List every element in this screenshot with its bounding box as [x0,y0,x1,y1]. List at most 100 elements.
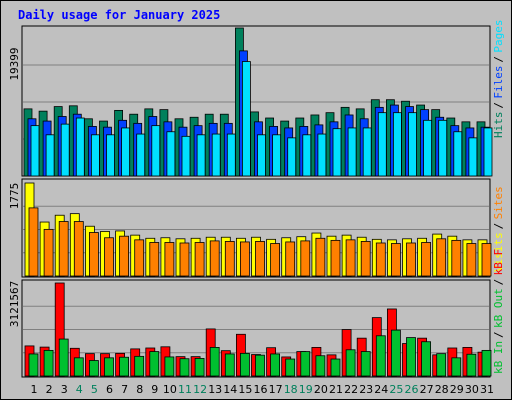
bar-pages-day-3 [60,123,70,177]
bar-kb-in-day-30 [466,353,477,377]
legend-pages: Pages [492,19,505,52]
bar-pages-day-22 [347,127,357,177]
bar-sites-day-1 [28,207,39,277]
bar-pages-day-15 [241,61,251,177]
x-tick-label: 16 [254,383,268,396]
x-tick-label: 11 [178,383,192,396]
bar-sites-day-29 [451,239,462,277]
bar-sites-day-25 [390,243,401,277]
legend-separator: / [492,279,505,286]
bar-kb-in-day-29 [451,357,462,377]
bar-pages-day-14 [226,133,236,177]
x-tick-label: 9 [151,383,158,396]
bar-kb-in-day-9 [149,351,160,377]
bar-sites-day-15 [239,241,250,277]
bar-pages-day-7 [121,127,130,177]
bar-kb-in-day-20 [315,355,326,377]
y-max-label-visits: 1775 [8,183,21,210]
bar-sites-day-16 [255,241,265,277]
x-tick-label: 5 [91,383,98,396]
bar-kb-in-day-23 [360,351,371,377]
y-max-label-kb: 3121567 [8,281,21,327]
x-tick-label: 27 [420,383,434,396]
bar-pages-day-8 [136,133,146,177]
x-tick-label: 13 [208,383,222,396]
bar-kb-in-day-3 [58,338,69,377]
bar-kb-in-day-19 [300,351,311,377]
chart-title: Daily usage for January 2025 [18,8,221,22]
x-tick-label: 30 [465,383,479,396]
x-tick-label: 12 [193,383,207,396]
x-tick-label: 4 [76,383,83,396]
bar-kb-in-day-18 [285,358,296,377]
bar-kb-in-day-8 [134,355,145,377]
bar-kb-in-day-11 [179,358,190,377]
legend-sites: Sites [492,186,505,219]
x-tick-label: 19 [299,383,313,396]
bar-pages-day-27 [423,119,433,177]
bar-sites-day-10 [164,242,175,277]
bar-sites-day-8 [134,239,145,277]
x-tick-label: 22 [344,383,358,396]
legend-separator: / [492,102,505,109]
bar-kb-in-day-15 [239,352,250,377]
x-tick-label: 15 [238,383,252,396]
bar-sites-day-14 [224,241,235,277]
bar-sites-day-6 [104,237,114,277]
bar-pages-day-24 [377,112,387,177]
bar-sites-day-12 [194,242,205,277]
bar-pages-day-2 [45,134,55,177]
bar-sites-day-31 [481,243,492,277]
bar-sites-day-28 [436,238,447,277]
x-tick-label: 23 [359,383,373,396]
bar-pages-day-18 [287,137,297,177]
bar-kb-in-day-4 [73,357,84,377]
bar-pages-day-12 [196,134,206,177]
bar-kb-in-day-27 [421,341,432,377]
bar-sites-day-7 [119,235,129,277]
bar-sites-day-24 [375,242,386,277]
bar-kb-in-day-10 [164,356,175,377]
legend-separator: / [492,331,505,338]
legend-visits: Visits [492,232,505,272]
bar-kb-in-day-31 [481,349,492,377]
legend-separator: / [492,56,505,63]
x-tick-label: 26 [405,383,419,396]
bar-sites-day-30 [466,243,477,277]
bar-sites-day-2 [43,228,54,277]
bar-pages-day-19 [302,134,312,177]
bar-kb-in-day-14 [224,353,235,377]
x-tick-label: 2 [46,383,53,396]
bar-pages-day-26 [408,112,417,177]
bar-pages-day-5 [91,134,100,177]
x-tick-label: 1 [31,383,38,396]
bar-pages-day-25 [392,112,402,177]
bar-sites-day-21 [330,239,341,277]
bar-pages-day-23 [362,127,372,177]
bar-kb-in-day-6 [104,357,114,377]
legend-kb-out: kB Out [492,288,505,328]
bar-sites-day-23 [360,241,371,277]
bar-sites-day-27 [421,242,432,277]
y-max-label-hits: 19399 [8,47,21,80]
bar-kb-in-day-1 [28,353,39,377]
x-tick-label: 31 [480,383,494,396]
bar-sites-day-4 [73,221,84,277]
x-tick-label: 17 [269,383,283,396]
bar-kb-in-day-12 [194,358,205,377]
bar-kb-in-day-16 [255,354,265,377]
legend-hits: Hits [492,112,505,139]
bar-kb-in-day-26 [406,337,416,377]
bar-pages-day-30 [468,137,478,177]
bar-kb-in-day-28 [436,353,447,377]
x-tick-label: 10 [163,383,177,396]
bar-pages-day-6 [106,134,115,177]
bar-pages-day-11 [181,135,191,177]
legend-files: Files [492,65,505,98]
x-tick-label: 21 [329,383,343,396]
bar-pages-day-31 [483,127,493,177]
x-tick-label: 29 [450,383,464,396]
x-tick-label: 25 [389,383,403,396]
bar-pages-day-4 [75,117,85,177]
